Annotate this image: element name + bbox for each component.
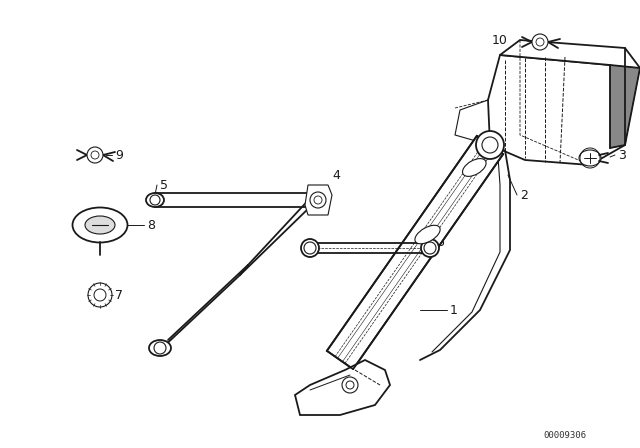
Text: 8: 8 <box>147 219 155 232</box>
Circle shape <box>342 377 358 393</box>
Polygon shape <box>610 65 640 148</box>
Polygon shape <box>327 136 503 369</box>
Polygon shape <box>305 185 332 215</box>
Ellipse shape <box>301 239 319 257</box>
Ellipse shape <box>415 225 440 244</box>
Ellipse shape <box>579 150 601 166</box>
Circle shape <box>310 192 326 208</box>
Text: 3: 3 <box>618 148 626 161</box>
Text: 00009306: 00009306 <box>543 431 586 439</box>
Text: 5: 5 <box>160 178 168 191</box>
Circle shape <box>532 34 548 50</box>
Text: 6: 6 <box>436 236 444 249</box>
Ellipse shape <box>421 239 439 257</box>
Text: 4: 4 <box>332 168 340 181</box>
Ellipse shape <box>72 207 127 242</box>
Text: 1: 1 <box>450 303 458 316</box>
Ellipse shape <box>85 216 115 234</box>
Text: 2: 2 <box>520 189 528 202</box>
Ellipse shape <box>149 340 171 356</box>
Polygon shape <box>295 360 390 415</box>
Ellipse shape <box>463 159 486 177</box>
Polygon shape <box>488 55 630 165</box>
Circle shape <box>476 131 504 159</box>
Text: 9: 9 <box>115 148 123 161</box>
Text: 7: 7 <box>115 289 123 302</box>
Polygon shape <box>500 40 640 85</box>
Text: 10: 10 <box>492 34 508 47</box>
Circle shape <box>87 147 103 163</box>
Ellipse shape <box>146 193 164 207</box>
